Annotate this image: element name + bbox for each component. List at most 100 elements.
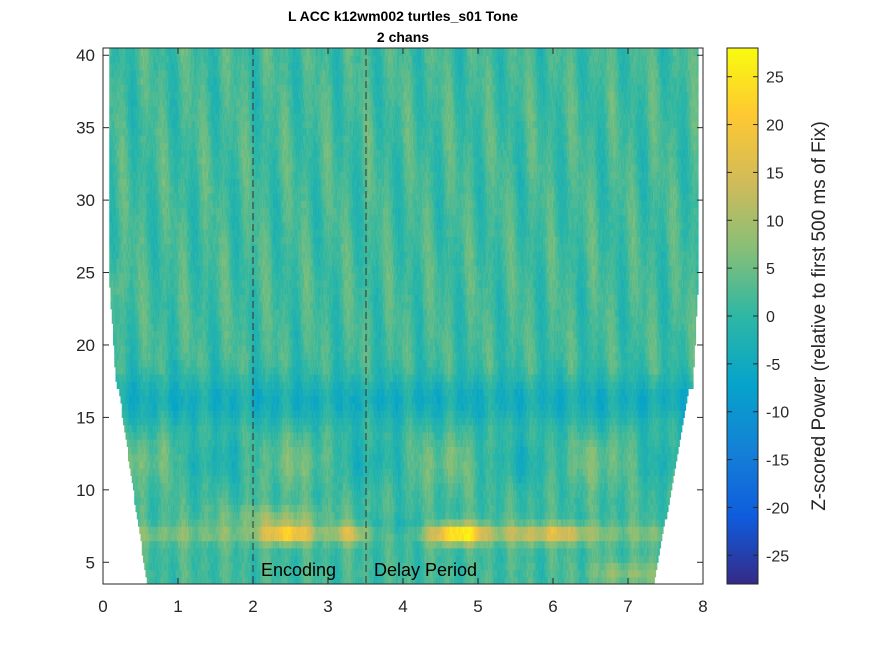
heatmap-cell (445, 562, 448, 571)
heatmap-cell (155, 576, 158, 584)
heatmap-cell (200, 569, 203, 578)
heatmap-cell (353, 576, 355, 584)
heatmap-cell (411, 547, 414, 556)
heatmap-cell (471, 547, 474, 556)
heatmap-cell (158, 569, 160, 578)
heatmap-cell (351, 576, 354, 584)
heatmap-cell (506, 555, 509, 563)
heatmap-cell (605, 547, 608, 556)
heatmap-cell (144, 555, 147, 563)
heatmap-cell (620, 562, 623, 571)
heatmap-cell (479, 569, 482, 578)
heatmap-cell (414, 555, 417, 563)
heatmap-cell (416, 569, 419, 578)
heatmap-cell (440, 576, 443, 584)
heatmap-cell (481, 540, 484, 549)
heatmap-cell (549, 569, 552, 578)
heatmap-cell (451, 569, 454, 578)
heatmap-cell (276, 562, 279, 571)
heatmap-cell (605, 562, 608, 571)
heatmap-cell (193, 540, 195, 549)
heatmap-cell (223, 547, 225, 556)
heatmap-cell (519, 569, 522, 578)
heatmap-cell (459, 540, 462, 549)
heatmap-cell (451, 555, 454, 563)
heatmap-cell (401, 547, 404, 556)
heatmap-cell (544, 555, 547, 563)
heatmap-cell (636, 576, 639, 584)
heatmap-cell (629, 555, 632, 563)
heatmap-cell (196, 540, 199, 549)
heatmap-cell (309, 562, 312, 571)
heatmap-cell (360, 555, 363, 563)
heatmap-cell (324, 569, 327, 578)
heatmap-cell (168, 576, 170, 584)
heatmap-cell (238, 547, 240, 556)
heatmap-cell (338, 540, 340, 549)
heatmap-cell (285, 562, 288, 571)
heatmap-cell (278, 569, 280, 578)
heatmap-cell (485, 576, 488, 584)
heatmap-cell (390, 562, 393, 571)
heatmap-cell (289, 576, 292, 584)
heatmap-cell (568, 555, 570, 563)
heatmap-cell (533, 576, 535, 584)
heatmap-cell (169, 576, 172, 584)
heatmap-cell (340, 540, 343, 549)
heatmap-cell (296, 547, 299, 556)
heatmap-cell (618, 562, 620, 571)
heatmap-cell (541, 576, 544, 584)
heatmap-cell (393, 547, 395, 556)
heatmap-cell (520, 555, 523, 563)
heatmap-cell (330, 576, 333, 584)
heatmap-cell (494, 540, 497, 549)
heatmap-cell (541, 555, 544, 563)
heatmap-cell (216, 569, 219, 578)
heatmap-cell (614, 547, 617, 556)
heatmap-cell (534, 576, 537, 584)
heatmap-cell (320, 576, 323, 584)
heatmap-cell (619, 555, 622, 563)
heatmap-cell (429, 540, 432, 549)
heatmap-cell (355, 569, 358, 578)
heatmap-cell (281, 562, 284, 571)
heatmap-cell (336, 576, 339, 584)
heatmap-cell (471, 569, 474, 578)
heatmap-cell (410, 555, 413, 563)
heatmap-cell (215, 569, 218, 578)
heatmap-cell (214, 547, 217, 556)
heatmap-cell (485, 547, 488, 556)
heatmap-cell (359, 569, 362, 578)
heatmap-cell (604, 569, 607, 578)
heatmap-cell (639, 569, 642, 578)
heatmap-cell (458, 555, 460, 563)
heatmap-cell (380, 547, 383, 556)
heatmap-cell (596, 576, 599, 584)
heatmap-cell (258, 562, 260, 571)
heatmap-cell (420, 540, 423, 549)
heatmap-cell (546, 555, 549, 563)
heatmap-cell (493, 540, 495, 549)
heatmap-cell (318, 555, 320, 563)
heatmap-cell (201, 569, 204, 578)
heatmap-cell (150, 540, 153, 549)
heatmap-cell (430, 547, 433, 556)
heatmap-cell (281, 547, 284, 556)
heatmap-cell (340, 562, 343, 571)
heatmap-cell (560, 547, 563, 556)
heatmap-cell (580, 547, 583, 556)
heatmap-cell (255, 562, 258, 571)
heatmap-cell (364, 540, 367, 549)
heatmap-cell (345, 562, 348, 571)
heatmap-cell (569, 576, 572, 584)
heatmap-cell (415, 569, 418, 578)
heatmap-cell (148, 547, 150, 556)
heatmap-cell (311, 576, 314, 584)
heatmap-cell (269, 576, 272, 584)
heatmap-cell (318, 576, 320, 584)
heatmap-cell (626, 569, 629, 578)
heatmap-cell (310, 547, 313, 556)
heatmap-cell (163, 547, 165, 556)
heatmap-cell (343, 540, 345, 549)
heatmap-cell (344, 569, 347, 578)
